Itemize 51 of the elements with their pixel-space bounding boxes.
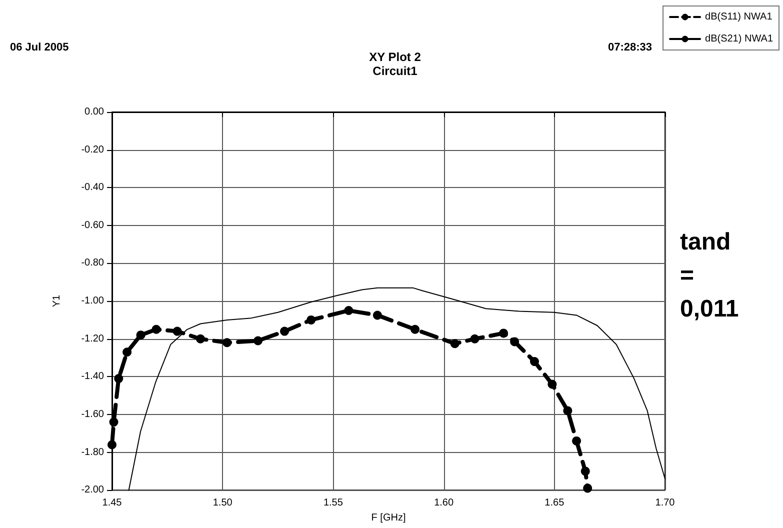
point (136, 330, 146, 340)
point (372, 310, 382, 320)
point (470, 334, 480, 344)
text: tand = 0,011 (680, 228, 739, 322)
text: 06 Jul 2005 (10, 42, 69, 54)
chart-subtitle: Circuit1 (372, 64, 418, 78)
point (122, 348, 132, 357)
x-tick-label: 1.65 (544, 498, 565, 509)
x-tick-label: 1.70 (655, 498, 676, 509)
point (499, 328, 508, 338)
x-tick-label: 1.55 (323, 498, 344, 509)
chart-title: XY Plot 2 (369, 50, 422, 64)
legend-label: dB(S11) NWA1 (705, 12, 773, 22)
y-tick-label: -1.20 (81, 333, 104, 344)
point (580, 466, 590, 476)
point (254, 336, 262, 346)
point (196, 334, 205, 344)
y-tick-label: -0.20 (81, 144, 104, 156)
y-tick-label: -1.80 (81, 446, 104, 458)
y-axis-title: Y1 (52, 294, 62, 308)
point (450, 339, 460, 348)
point (530, 357, 539, 366)
point (548, 380, 557, 389)
point (109, 418, 118, 427)
point (172, 326, 182, 336)
x-tick-label: 1.45 (102, 498, 122, 509)
point (410, 324, 420, 334)
point (572, 436, 582, 446)
y-tick-label: -0.80 (81, 258, 104, 269)
point (108, 440, 116, 450)
point (510, 337, 520, 346)
y-tick-label: -0.40 (81, 182, 104, 194)
y-tick-label: -0.60 (81, 220, 104, 231)
x-axis-title: F [GHz] (371, 512, 406, 524)
x-tick-label: 1.50 (212, 498, 233, 509)
y-tick-label: -1.00 (81, 296, 104, 307)
point (563, 406, 572, 416)
y-tick-label: -1.60 (81, 408, 104, 420)
legend-label: dB(S21) NWA1 (705, 34, 774, 44)
x-tick-label: 1.60 (434, 498, 454, 509)
point (114, 374, 124, 384)
y-tick-label: -1.40 (81, 371, 104, 382)
point (306, 315, 316, 324)
point (583, 484, 592, 493)
text: 07:28:33 (608, 42, 652, 54)
point (222, 338, 232, 348)
y-tick-label: 0.00 (84, 106, 104, 118)
point (280, 326, 290, 336)
y-tick-label: -2.00 (81, 484, 104, 496)
point (152, 324, 161, 334)
point (344, 306, 354, 315)
